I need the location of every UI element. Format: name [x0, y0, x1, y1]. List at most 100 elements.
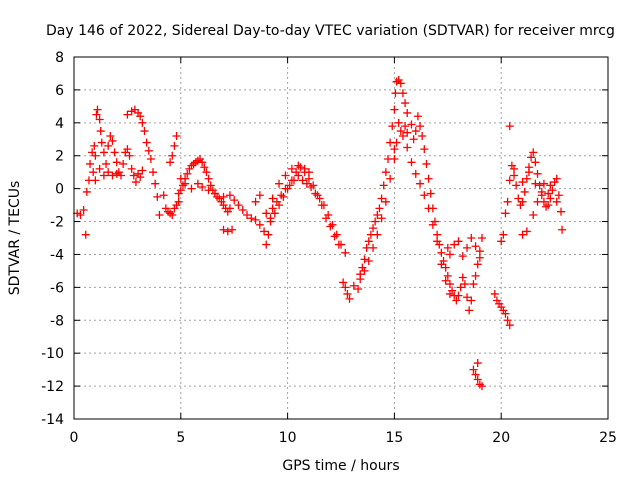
- data-point: [198, 182, 207, 191]
- data-point: [458, 252, 467, 261]
- data-point: [477, 382, 486, 391]
- data-point: [204, 174, 213, 183]
- data-point: [471, 242, 480, 251]
- data-point: [356, 275, 365, 284]
- data-point: [281, 171, 290, 180]
- data-point: [153, 192, 162, 201]
- data-point: [443, 271, 452, 280]
- chart-title: Day 146 of 2022, Sidereal Day-to-day VTE…: [46, 23, 615, 39]
- data-point: [95, 164, 104, 173]
- data-point: [123, 110, 132, 119]
- y-tick-label: 0: [55, 182, 64, 198]
- data-point: [441, 276, 450, 285]
- data-point: [533, 169, 542, 178]
- data-point: [471, 370, 480, 379]
- data-point: [296, 163, 305, 172]
- data-point: [544, 201, 553, 210]
- data-point: [200, 163, 209, 172]
- data-point: [505, 122, 514, 131]
- data-point: [225, 191, 234, 200]
- data-point: [390, 105, 399, 114]
- data-point: [437, 248, 446, 257]
- y-tick-label: -2: [50, 215, 64, 231]
- data-point: [529, 210, 538, 219]
- data-point: [170, 141, 179, 150]
- data-point: [159, 191, 168, 200]
- data-point: [198, 158, 207, 167]
- data-point: [176, 186, 185, 195]
- data-point: [136, 173, 145, 182]
- data-point: [309, 181, 318, 190]
- y-tick-labels: 8 6 4 2 0 -2 -4 -6 -8 -10 -12 -14: [41, 50, 64, 428]
- data-point: [522, 174, 531, 183]
- y-tick-label: 4: [55, 116, 64, 132]
- data-point: [456, 283, 465, 292]
- data-point: [176, 174, 185, 183]
- data-point: [473, 359, 482, 368]
- data-point: [279, 192, 288, 201]
- data-point: [381, 168, 390, 177]
- data-point: [91, 151, 100, 160]
- data-point: [531, 179, 540, 188]
- data-point: [131, 178, 140, 187]
- data-point: [92, 110, 101, 119]
- data-point: [390, 155, 399, 164]
- data-point: [247, 214, 256, 223]
- data-point: [354, 285, 363, 294]
- data-point: [91, 176, 100, 185]
- data-point: [424, 204, 433, 213]
- data-point: [505, 176, 514, 185]
- data-point: [292, 168, 301, 177]
- y-tick-label: -8: [50, 313, 64, 329]
- x-tick-label: 25: [599, 430, 617, 446]
- data-point: [463, 293, 472, 302]
- data-points: [73, 76, 567, 391]
- data-point: [168, 210, 177, 219]
- data-point: [424, 174, 433, 183]
- x-tick-label: 10: [279, 430, 297, 446]
- data-point: [251, 197, 260, 206]
- data-point: [96, 127, 105, 136]
- data-point: [398, 89, 407, 98]
- data-point: [445, 280, 454, 289]
- data-point: [317, 201, 326, 210]
- data-point: [223, 227, 232, 236]
- data-point: [416, 179, 425, 188]
- data-point: [341, 248, 350, 257]
- data-point: [537, 187, 546, 196]
- data-point: [110, 148, 119, 157]
- data-point: [388, 122, 397, 131]
- data-point: [112, 158, 121, 167]
- data-point: [364, 257, 373, 266]
- data-point: [499, 230, 508, 239]
- data-point: [554, 191, 563, 200]
- data-point: [294, 161, 303, 170]
- data-point: [106, 131, 115, 140]
- data-point: [112, 169, 121, 178]
- data-point: [475, 253, 484, 262]
- data-point: [373, 230, 382, 239]
- data-point: [151, 179, 160, 188]
- data-point: [146, 155, 155, 164]
- data-point: [260, 227, 269, 236]
- data-point: [206, 181, 215, 190]
- data-point: [262, 209, 271, 218]
- data-point: [360, 255, 369, 264]
- data-point: [104, 168, 113, 177]
- data-point: [266, 217, 275, 226]
- data-point: [345, 294, 354, 303]
- data-point: [142, 138, 151, 147]
- data-point: [418, 131, 427, 140]
- data-point: [460, 280, 469, 289]
- data-point: [471, 271, 480, 280]
- data-point: [187, 184, 196, 193]
- data-point: [445, 289, 454, 298]
- data-point: [413, 112, 422, 121]
- data-point: [219, 225, 228, 234]
- data-point: [181, 179, 190, 188]
- data-point: [467, 234, 476, 242]
- data-point: [527, 153, 536, 162]
- data-point: [270, 209, 279, 218]
- data-point: [104, 141, 113, 150]
